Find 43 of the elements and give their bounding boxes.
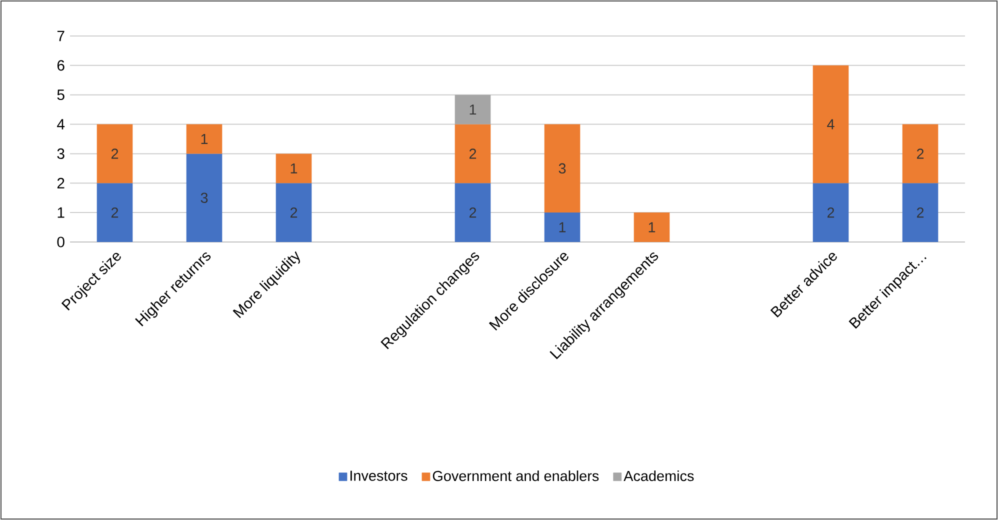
data-label: 1: [559, 222, 566, 232]
legend-label: Investors: [350, 470, 408, 481]
data-label: 2: [469, 208, 476, 218]
data-label: 2: [290, 208, 298, 218]
bar: [276, 154, 312, 184]
data-label: 1: [201, 134, 208, 144]
data-label: 2: [469, 148, 476, 159]
data-label: 2: [916, 148, 924, 159]
data-label: 4: [827, 119, 834, 130]
data-label: 1: [470, 104, 476, 115]
data-label: 2: [827, 208, 834, 218]
bar: [902, 183, 938, 242]
data-label: 2: [111, 208, 118, 218]
data-label: 3: [200, 192, 208, 203]
bar: [276, 183, 312, 242]
bar: [454, 183, 491, 242]
bar: [454, 124, 491, 184]
y-tick-label: 6: [57, 60, 64, 71]
y-tick-label: 0: [57, 236, 64, 248]
y-tick-label: 4: [57, 119, 65, 130]
bar: [812, 183, 849, 242]
data-label: 3: [558, 163, 566, 174]
bar: [812, 65, 849, 184]
bar: [634, 212, 670, 242]
data-label: 2: [111, 148, 118, 159]
y-tick-label: 5: [57, 90, 64, 100]
y-tick-label: 3: [57, 148, 64, 159]
y-tick-label: 7: [57, 30, 64, 42]
y-tick-label: 2: [57, 178, 64, 188]
bar: [902, 124, 938, 184]
data-label: 2: [916, 208, 924, 218]
bar: [454, 94, 491, 124]
legend-label: Government and enablers: [432, 470, 599, 482]
data-label: 1: [648, 222, 656, 232]
bar: [186, 124, 222, 154]
y-tick-label: 1: [58, 207, 64, 218]
bar: [96, 183, 133, 242]
legend-label: Academics: [624, 470, 694, 482]
bar: [96, 124, 133, 184]
data-label: 1: [290, 163, 298, 174]
bar: [544, 124, 580, 213]
bar: [544, 212, 580, 242]
bar: [186, 154, 222, 242]
